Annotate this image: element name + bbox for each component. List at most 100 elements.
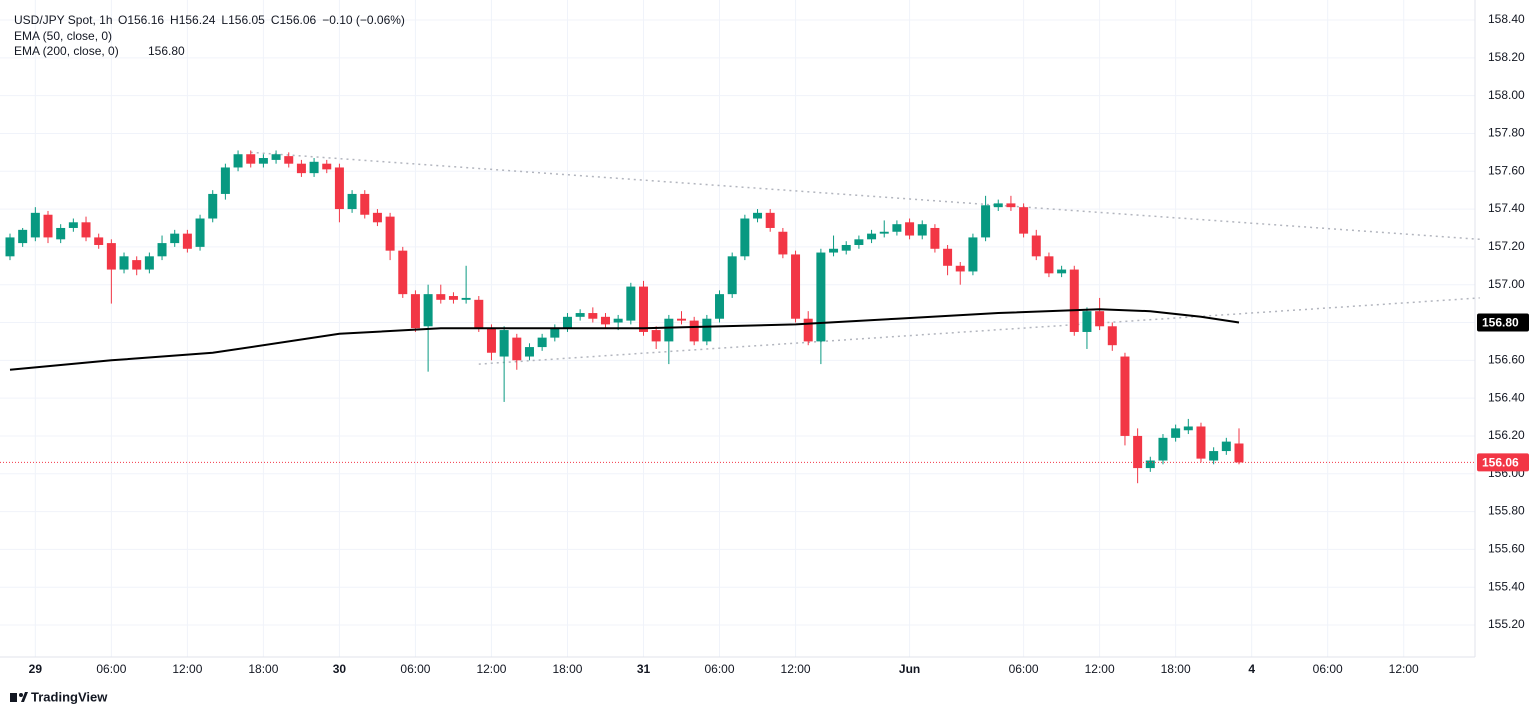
candle-body <box>398 250 408 295</box>
x-tick-label: 12:00 <box>1085 662 1115 676</box>
candle-body <box>220 167 230 194</box>
candle-body <box>1234 443 1244 463</box>
candle-body <box>334 167 344 210</box>
candle-body <box>56 227 66 240</box>
x-tick-label: 31 <box>637 662 651 676</box>
candle-body <box>94 237 104 245</box>
indicator-label: EMA (200, close, 0) <box>14 44 119 58</box>
candle-body <box>246 154 256 164</box>
candle-body <box>981 205 991 238</box>
x-tick-label: 12:00 <box>172 662 202 676</box>
candle-body <box>233 154 243 168</box>
candle-body <box>271 154 281 160</box>
candle-body <box>1006 203 1016 208</box>
candle-body <box>1158 437 1168 461</box>
price-badge <box>1477 313 1529 332</box>
candle-body <box>955 265 965 272</box>
candle-body <box>727 256 737 295</box>
indicator-label: EMA (50, close, 0) <box>14 29 112 43</box>
candle-body <box>512 337 522 361</box>
y-tick-label: 157.00 <box>1488 277 1525 291</box>
candle-body <box>943 248 953 266</box>
candle-body <box>905 222 915 236</box>
header-values: O156.16 H156.24 L156.05 C156.06 −0.10 (−0.06… <box>118 13 405 27</box>
candle-body <box>715 294 725 319</box>
candle-body <box>664 318 674 342</box>
price-badge-label: 156.80 <box>1482 316 1519 330</box>
y-tick-label: 158.00 <box>1488 88 1525 102</box>
y-tick-label: 158.40 <box>1488 12 1525 26</box>
candle-body <box>170 233 180 244</box>
candle-body <box>993 203 1003 208</box>
candle-body <box>182 233 192 249</box>
y-tick-label: 157.60 <box>1488 163 1525 177</box>
candle-body <box>791 254 801 319</box>
candle-body <box>410 294 420 329</box>
y-tick-label: 156.60 <box>1488 352 1525 366</box>
y-tick-label: 155.60 <box>1488 542 1525 556</box>
candle-body <box>81 222 91 238</box>
candle-body <box>1095 311 1105 327</box>
y-tick-label: 156.40 <box>1488 390 1525 404</box>
x-tick-label: 12:00 <box>781 662 811 676</box>
candle-body <box>372 212 382 223</box>
candle-body <box>677 318 687 321</box>
candle-body <box>854 239 864 245</box>
candle-body <box>1145 460 1155 469</box>
grid <box>0 0 1475 657</box>
candle-body <box>537 337 547 348</box>
candle-body <box>575 313 585 317</box>
candle-body <box>1107 326 1117 346</box>
candle-body <box>296 163 306 174</box>
x-tick-label: 06:00 <box>96 662 126 676</box>
trend-line <box>478 297 1480 365</box>
candle-body <box>5 237 15 257</box>
x-tick-label: 06:00 <box>1009 662 1039 676</box>
candle-body <box>613 318 623 323</box>
header-value: O156.16 <box>118 13 164 27</box>
candle-body <box>879 231 889 234</box>
candle-body <box>106 243 116 270</box>
candle-body <box>360 193 370 215</box>
candle-body <box>1209 451 1219 461</box>
candle-body <box>1069 269 1079 332</box>
x-tick-label: Jun <box>899 662 920 676</box>
y-tick-label: 156.20 <box>1488 428 1525 442</box>
x-tick-label: 12:00 <box>1389 662 1419 676</box>
candle-body <box>132 260 142 270</box>
x-tick-label: 06:00 <box>705 662 735 676</box>
candle-body <box>651 330 661 342</box>
candle-body <box>436 294 446 300</box>
candle-body <box>499 330 509 357</box>
candle-body <box>1196 426 1206 459</box>
candle-body <box>1183 426 1193 431</box>
candle-body <box>322 163 332 170</box>
candle-body <box>119 256 129 270</box>
header-value: L156.05 <box>221 13 265 27</box>
candle-body <box>208 193 218 219</box>
candle-body <box>423 294 433 327</box>
candle-body <box>1120 356 1130 436</box>
candle-body <box>689 320 699 342</box>
candle-body <box>347 193 357 210</box>
indicator-value: 156.80 <box>148 44 185 58</box>
y-tick-label: 157.80 <box>1488 126 1525 140</box>
candle-body <box>562 316 572 329</box>
x-tick-label: 29 <box>29 662 43 676</box>
candle-body <box>258 158 268 164</box>
candle-body <box>385 216 395 251</box>
candle-body <box>892 224 902 232</box>
price-badge <box>1477 453 1529 472</box>
x-tick-label: 12:00 <box>476 662 506 676</box>
x-tick-label: 18:00 <box>1161 662 1191 676</box>
trend-line <box>250 151 1480 241</box>
candle-body <box>816 252 826 342</box>
chart-title: USD/JPY Spot, 1h <box>14 13 113 27</box>
candle-body <box>765 212 775 228</box>
candle-body <box>486 328 496 353</box>
candle-body <box>1044 256 1054 274</box>
candle-body <box>144 256 154 270</box>
candle-body <box>968 237 978 272</box>
x-tick-label: 18:00 <box>248 662 278 676</box>
candle-body <box>740 218 750 257</box>
